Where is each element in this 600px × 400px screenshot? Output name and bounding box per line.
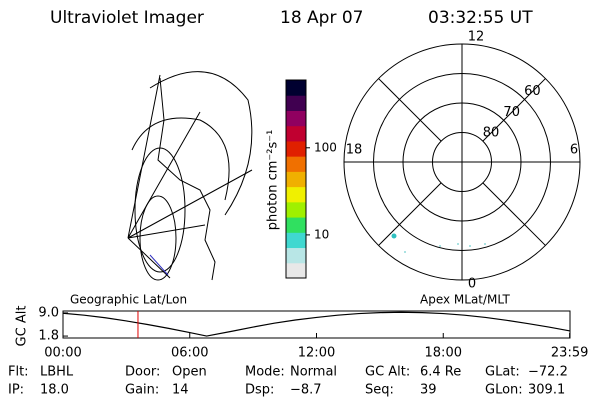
- field-label: Door:: [125, 365, 160, 380]
- meridian: [482, 182, 546, 246]
- dot: [404, 251, 406, 253]
- field-value: Open: [172, 365, 207, 380]
- field-label: Flt:: [8, 365, 29, 380]
- geographic-map: [127, 71, 253, 281]
- dot: [439, 245, 441, 247]
- x-tick-label: 00:00: [44, 346, 81, 361]
- field-value: 18.0: [40, 383, 69, 398]
- colorbar-segment: [286, 186, 306, 203]
- field-value: −72.2: [528, 365, 568, 380]
- highlight: [149, 254, 169, 276]
- colorbar-label: photon cm⁻²s⁻¹: [266, 130, 281, 231]
- title: Ultraviolet Imager: [50, 8, 204, 28]
- colorbar-frame: [285, 79, 307, 279]
- x-tick-label: 18:00: [425, 346, 462, 361]
- arc: [131, 117, 230, 201]
- field-label: Dsp:: [245, 383, 274, 398]
- field-value: LBHL: [40, 365, 74, 380]
- y-tick-label: 1.8: [38, 329, 59, 344]
- date: 18 Apr 07: [280, 8, 363, 28]
- colorbar-segment: [286, 125, 306, 142]
- colorbar-segment: [286, 140, 306, 157]
- meridians: [127, 74, 253, 279]
- field-value: 39: [420, 383, 437, 398]
- y-axis-label: GC Alt: [15, 306, 30, 347]
- y-tick-label: 9.0: [38, 305, 59, 320]
- colorbar-segment: [286, 171, 306, 188]
- aurora-dots: [391, 233, 486, 253]
- mlt-label: 6: [570, 143, 578, 158]
- colorbar-segment: [286, 80, 306, 96]
- outer-arc: [149, 71, 253, 216]
- dot: [457, 243, 459, 245]
- field-value: −8.7: [290, 383, 322, 398]
- field-value: 6.4 Re: [420, 365, 461, 380]
- altitude-line: [62, 311, 571, 337]
- meridian: [378, 182, 442, 246]
- mlt-label: 18: [346, 143, 363, 158]
- field-label: Seq:: [365, 383, 394, 398]
- colorbar-segment: [286, 110, 306, 127]
- meridian: [378, 78, 442, 142]
- field-label: GLon:: [485, 383, 523, 398]
- field-value: 14: [172, 383, 189, 398]
- x-tick-label: 12:00: [298, 346, 335, 361]
- colorbar-segment: [286, 201, 306, 218]
- panel-label: Geographic Lat/Lon: [70, 293, 187, 307]
- field-label: GC Alt:: [365, 365, 410, 380]
- coastline: [157, 77, 216, 281]
- colorbar-segment: [286, 156, 306, 172]
- colorbar-tick-label: 100: [314, 140, 337, 154]
- ellipse: [139, 195, 177, 281]
- dot: [484, 243, 486, 245]
- time: 03:32:55 UT: [428, 8, 533, 28]
- colorbar-segment: [286, 262, 306, 279]
- colorbar-tick-label: 10: [314, 227, 329, 241]
- x-tick-label: 06:00: [171, 346, 208, 361]
- mlt-label: 12: [468, 30, 485, 45]
- dot: [469, 245, 471, 247]
- colorbar-segment: [286, 232, 306, 249]
- panel-label: Apex MLat/MLT: [420, 293, 510, 307]
- field-value: Normal: [290, 365, 337, 380]
- field-label: Mode:: [245, 365, 285, 380]
- dot: [391, 233, 397, 239]
- field-value: 309.1: [528, 383, 565, 398]
- field-label: IP:: [8, 383, 24, 398]
- mlt-label: 0: [468, 277, 476, 292]
- colorbar-segment: [286, 217, 306, 233]
- meridian: [482, 78, 546, 142]
- colorbar-segment: [286, 247, 306, 264]
- field-label: GLat:: [485, 365, 520, 380]
- x-tick-label: 23:59: [551, 346, 588, 361]
- field-label: Gain:: [125, 383, 159, 398]
- colorbar-segment: [286, 95, 306, 111]
